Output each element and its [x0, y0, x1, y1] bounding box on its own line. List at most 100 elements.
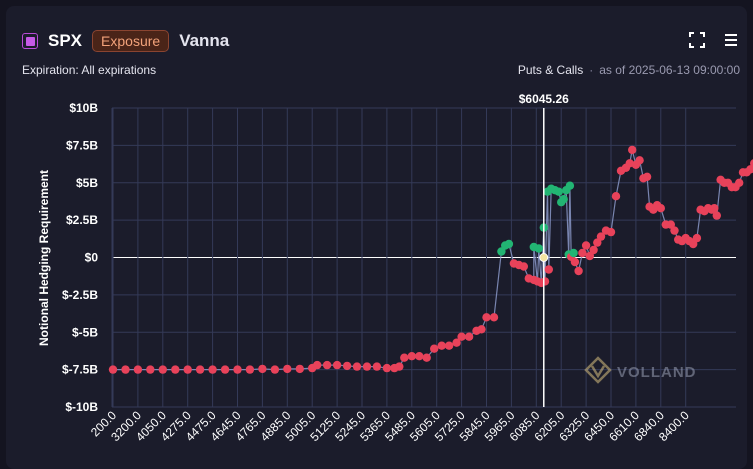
data-point[interactable] — [233, 365, 242, 374]
data-point[interactable] — [596, 232, 606, 241]
vanna-exposure-card — [6, 6, 747, 469]
data-point[interactable] — [585, 251, 594, 261]
data-point[interactable] — [746, 165, 753, 174]
data-point[interactable] — [322, 360, 332, 370]
data-point[interactable] — [666, 220, 675, 229]
data-point[interactable] — [477, 325, 486, 334]
y-tick-label: $10B — [69, 101, 98, 115]
data-point[interactable] — [295, 364, 304, 374]
card-toolbar — [689, 32, 739, 48]
volland-logo-icon — [584, 356, 612, 384]
data-point[interactable] — [415, 352, 424, 361]
watermark-text: VOLLAND — [617, 364, 697, 381]
data-point[interactable] — [464, 332, 474, 341]
data-point[interactable] — [208, 365, 217, 374]
data-point[interactable] — [352, 362, 362, 371]
data-point[interactable] — [489, 313, 499, 322]
data-point[interactable] — [313, 360, 322, 370]
data-point[interactable] — [656, 204, 665, 213]
data-point[interactable] — [422, 353, 431, 362]
y-tick-label: $0 — [85, 251, 99, 265]
hamburger-menu-icon[interactable] — [723, 32, 739, 48]
data-point[interactable] — [457, 332, 466, 341]
y-axis-ticks: $-10B $-7.5B $-5B $-2.5B $0 $2.5B $5B $7.5B $10B — [62, 101, 98, 414]
data-point[interactable] — [570, 257, 580, 267]
data-point[interactable] — [382, 363, 392, 373]
data-point[interactable] — [606, 227, 616, 237]
data-point[interactable] — [332, 360, 342, 370]
data-point[interactable] — [710, 204, 719, 213]
data-point[interactable] — [611, 192, 621, 201]
data-point[interactable] — [482, 313, 491, 322]
data-point[interactable] — [270, 365, 280, 374]
data-point[interactable] — [452, 338, 461, 347]
puts-calls-filter[interactable]: Puts & Calls — [517, 63, 584, 77]
data-point[interactable] — [589, 245, 598, 255]
y-tick-label: $7.5B — [66, 138, 98, 152]
data-point[interactable] — [544, 265, 553, 274]
data-point[interactable] — [121, 365, 130, 374]
data-point[interactable] — [519, 262, 528, 271]
data-point[interactable] — [395, 362, 404, 371]
data-points — [108, 145, 753, 374]
y-tick-label: $2.5B — [66, 213, 98, 227]
data-point[interactable] — [642, 172, 652, 181]
data-point[interactable] — [400, 353, 409, 362]
data-point[interactable] — [171, 365, 180, 374]
data-point[interactable] — [283, 364, 292, 374]
data-point[interactable] — [220, 365, 230, 374]
data-point[interactable] — [437, 341, 446, 350]
data-point[interactable] — [540, 277, 550, 286]
as-of-timestamp: as of 2025-06-13 09:00:00 — [599, 63, 740, 77]
y-tick-label: $-5B — [72, 325, 98, 339]
y-tick-label: $-2.5B — [62, 288, 98, 302]
chart-grid — [111, 107, 736, 408]
data-point[interactable] — [407, 352, 416, 361]
separator-dot: · — [589, 63, 594, 77]
data-point[interactable] — [569, 248, 578, 258]
data-point[interactable] — [735, 178, 744, 187]
data-point[interactable] — [183, 365, 192, 374]
card-header: SPX Exposure Vanna — [22, 30, 229, 52]
data-point[interactable] — [628, 145, 637, 155]
data-point[interactable] — [372, 362, 382, 371]
y-tick-label: $-10B — [65, 400, 98, 414]
spot-price-dot — [539, 253, 549, 262]
data-point[interactable] — [635, 156, 644, 165]
data-point[interactable] — [581, 241, 591, 250]
data-point[interactable] — [559, 195, 568, 204]
data-point[interactable] — [670, 226, 679, 235]
symbol-color-icon — [22, 33, 38, 49]
spot-price-marker: $6045.26 — [519, 92, 569, 407]
data-point[interactable] — [108, 365, 118, 374]
data-point[interactable] — [362, 362, 372, 371]
data-point[interactable] — [195, 365, 205, 374]
data-point[interactable] — [497, 247, 506, 256]
data-point[interactable] — [158, 365, 167, 374]
data-point[interactable] — [712, 211, 721, 220]
data-point[interactable] — [444, 341, 454, 350]
data-point[interactable] — [578, 248, 587, 258]
data-point[interactable] — [534, 244, 543, 253]
data-point[interactable] — [565, 181, 575, 190]
y-tick-label: $5B — [76, 176, 98, 190]
data-point[interactable] — [146, 365, 155, 374]
data-point[interactable] — [258, 364, 267, 374]
exposure-badge[interactable]: Exposure — [92, 30, 170, 52]
data-point[interactable] — [593, 238, 602, 247]
spot-price-label: $6045.26 — [519, 92, 569, 106]
data-point[interactable] — [133, 365, 143, 374]
expand-icon[interactable] — [689, 32, 705, 48]
data-point[interactable] — [692, 233, 702, 243]
y-axis-title: Notional Hedging Requirement — [37, 170, 51, 346]
expiration-filter[interactable]: Expiration: All expirations — [22, 63, 157, 77]
data-point[interactable] — [245, 365, 255, 374]
data-point[interactable] — [342, 361, 352, 371]
data-point[interactable] — [430, 344, 439, 353]
data-point[interactable] — [750, 159, 753, 168]
data-point[interactable] — [504, 239, 514, 249]
volland-watermark: VOLLAND — [584, 356, 697, 384]
data-point[interactable] — [574, 266, 583, 276]
data-point[interactable] — [554, 187, 563, 196]
